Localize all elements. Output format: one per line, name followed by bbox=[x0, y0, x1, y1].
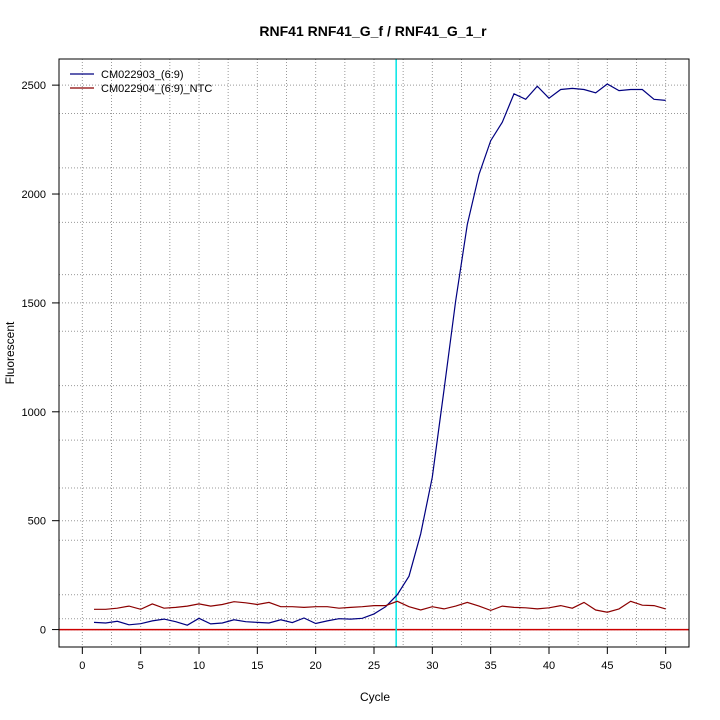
legend-label-2: CM022904_(6:9)_NTC bbox=[101, 83, 212, 95]
legend-label-1: CM022903_(6:9) bbox=[101, 69, 184, 81]
y-tick-label: 1000 bbox=[22, 407, 46, 419]
grid bbox=[59, 59, 689, 647]
chart-title: RNF41 RNF41_G_f / RNF41_G_1_r bbox=[259, 23, 487, 39]
y-axis-label: Fluorescent bbox=[3, 321, 17, 384]
x-tick-label: 0 bbox=[79, 660, 85, 672]
y-tick-label: 1500 bbox=[22, 298, 46, 310]
series-line-2 bbox=[94, 600, 666, 613]
x-tick-label: 30 bbox=[426, 660, 438, 672]
series bbox=[93, 83, 666, 626]
y-tick-label: 500 bbox=[28, 516, 46, 528]
x-axis-label: Cycle bbox=[360, 690, 390, 704]
x-tick-label: 15 bbox=[251, 660, 263, 672]
x-tick-label: 45 bbox=[601, 660, 613, 672]
legend: CM022903_(6:9) CM022904_(6:9)_NTC bbox=[70, 69, 212, 95]
x-axis: 0 5 10 15 20 25 30 35 40 45 50 bbox=[79, 646, 672, 672]
y-tick-label: 0 bbox=[40, 625, 46, 637]
x-tick-label: 50 bbox=[660, 660, 672, 672]
x-tick-label: 10 bbox=[193, 660, 205, 672]
x-tick-label: 20 bbox=[310, 660, 322, 672]
y-axis: 0 500 1000 1500 2000 2500 bbox=[22, 80, 60, 637]
reference-lines bbox=[59, 59, 689, 647]
x-tick-label: 25 bbox=[368, 660, 380, 672]
x-tick-label: 40 bbox=[543, 660, 555, 672]
y-tick-label: 2500 bbox=[22, 80, 46, 92]
x-tick-label: 35 bbox=[485, 660, 497, 672]
x-tick-label: 5 bbox=[138, 660, 144, 672]
series-line-1 bbox=[93, 83, 666, 626]
y-tick-label: 2000 bbox=[22, 189, 46, 201]
